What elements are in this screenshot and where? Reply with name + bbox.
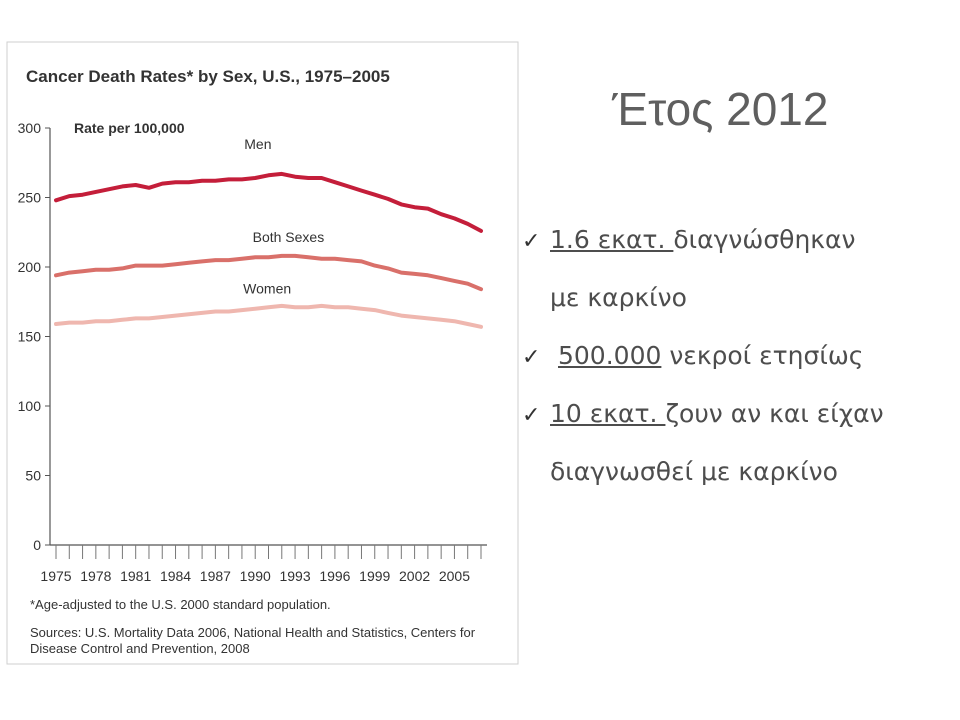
checkmark-icon: ✓ xyxy=(522,403,541,428)
chart-series-labels: Men Both Sexes Women xyxy=(243,136,324,297)
series-label-women: Women xyxy=(243,280,291,296)
bullet-3: ✓ 10 εκατ. ζουν αν και είχαν xyxy=(522,384,884,446)
chart-sources-line-1: Sources: U.S. Mortality Data 2006, Natio… xyxy=(30,625,476,640)
chart-lines xyxy=(54,171,483,329)
y-tick-label: 250 xyxy=(18,190,42,206)
bullet-3-continuation: διαγνωσθεί με καρκίνο xyxy=(550,457,838,486)
bullet-2-text: νεκροί ετησίως xyxy=(661,341,864,370)
slide-title: Έτος 2012 xyxy=(612,83,829,135)
x-tick-label: 1996 xyxy=(319,568,350,584)
series-line-men xyxy=(54,171,483,233)
x-tick-label: 1981 xyxy=(120,568,151,584)
x-tick-label: 2005 xyxy=(439,568,470,584)
x-tick-label: 1987 xyxy=(200,568,231,584)
x-tick-label: 1975 xyxy=(40,568,71,584)
bullet-1-highlight: 1.6 εκατ. xyxy=(550,225,674,254)
series-label-both-sexes: Both Sexes xyxy=(253,229,325,245)
y-tick-label: 100 xyxy=(18,398,42,414)
chart-title: Cancer Death Rates* by Sex, U.S., 1975–2… xyxy=(26,67,390,86)
y-tick-label: 0 xyxy=(33,537,41,553)
bullet-2-highlight: 500.000 xyxy=(558,341,662,370)
y-tick-label: 150 xyxy=(18,329,42,345)
y-tick-label: 50 xyxy=(25,468,41,484)
checkmark-icon: ✓ xyxy=(522,345,541,370)
x-tick-label: 1993 xyxy=(279,568,310,584)
x-tick-label: 1984 xyxy=(160,568,191,584)
series-line-women xyxy=(54,303,483,329)
y-tick-label: 200 xyxy=(18,259,42,275)
chart-sources-line-2: Disease Control and Prevention, 2008 xyxy=(30,641,250,656)
x-tick-label: 1990 xyxy=(240,568,271,584)
bullet-2: ✓ 500.000 νεκροί ετησίως xyxy=(522,326,863,388)
x-tick-label: 1999 xyxy=(359,568,390,584)
series-line-both-sexes xyxy=(54,253,483,292)
bullet-3-text: ζουν αν και είχαν xyxy=(665,399,884,428)
y-tick-label: 300 xyxy=(18,120,42,136)
checkmark-icon: ✓ xyxy=(522,229,541,254)
y-axis-label: Rate per 100,000 xyxy=(74,120,185,136)
chart-border xyxy=(6,41,519,665)
bullet-1-text: διαγνώσθηκαν xyxy=(673,225,856,254)
bullet-1-continuation: με καρκίνο xyxy=(550,283,687,312)
chart-figure: Cancer Death Rates* by Sex, U.S., 1975–2… xyxy=(6,41,519,665)
bullet-1: ✓ 1.6 εκατ. διαγνώσθηκαν xyxy=(522,210,855,272)
chart-axes: 300 250 200 150 100 50 0 1975 1978 1981 1984 1987 19… xyxy=(18,120,487,584)
chart-footnote: *Age-adjusted to the U.S. 2000 standard … xyxy=(30,597,331,612)
chart-panel: Cancer Death Rates* by Sex, U.S., 1975–2… xyxy=(6,41,519,665)
x-tick-label: 2002 xyxy=(399,568,430,584)
bullet-3-highlight: 10 εκατ. xyxy=(550,399,666,428)
series-label-men: Men xyxy=(244,136,271,152)
x-tick-label: 1978 xyxy=(80,568,111,584)
